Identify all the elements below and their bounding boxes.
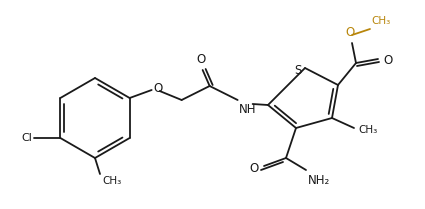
Text: O: O [383, 54, 392, 66]
Text: O: O [250, 162, 259, 175]
Text: CH₃: CH₃ [102, 176, 121, 186]
Text: O: O [196, 53, 205, 66]
Text: CH₃: CH₃ [358, 125, 377, 135]
Text: O: O [154, 83, 163, 96]
Text: NH₂: NH₂ [308, 174, 330, 187]
Text: CH₃: CH₃ [371, 16, 390, 26]
Text: NH: NH [239, 103, 256, 116]
Text: Cl: Cl [22, 133, 32, 143]
Text: O: O [346, 26, 354, 39]
Text: S: S [295, 64, 302, 76]
